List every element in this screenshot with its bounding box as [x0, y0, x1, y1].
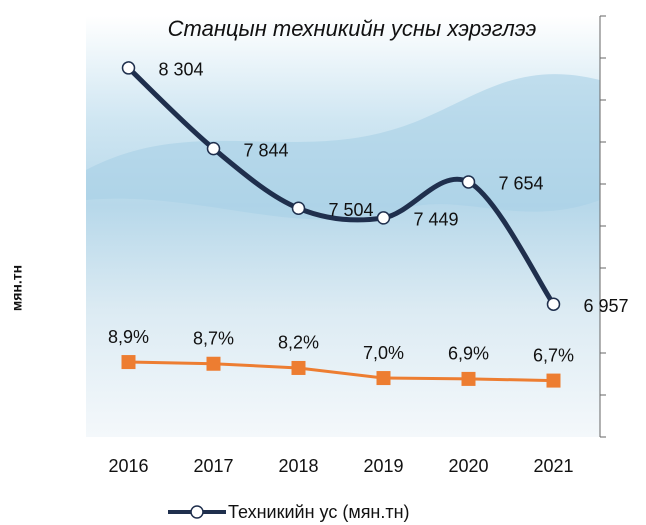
- x-tick-label: 2019: [363, 456, 403, 476]
- point-marker: [548, 298, 560, 310]
- data-label: 6,7%: [533, 345, 574, 365]
- axis-ticks: [600, 16, 606, 437]
- data-label: 6 957: [584, 296, 629, 316]
- point-marker: [292, 361, 306, 375]
- page: Станцын техникийн усны хэрэглээ мян.тн 2…: [0, 0, 646, 525]
- data-label: 7 449: [414, 210, 459, 230]
- point-marker: [547, 374, 561, 388]
- data-label: 8,2%: [278, 333, 319, 353]
- point-marker: [122, 355, 136, 369]
- point-marker: [378, 212, 390, 224]
- point-marker: [293, 202, 305, 214]
- point-marker: [377, 371, 391, 385]
- point-marker: [207, 357, 221, 371]
- data-label: 7 504: [329, 200, 374, 220]
- data-label: 8 304: [159, 60, 204, 80]
- legend-marker: [191, 506, 203, 518]
- chart: Станцын техникийн усны хэрэглээ мян.тн 2…: [0, 0, 646, 525]
- point-marker: [208, 143, 220, 155]
- x-tick-label: 2021: [533, 456, 573, 476]
- data-label: 7 844: [244, 140, 289, 160]
- x-tick-label: 2020: [448, 456, 488, 476]
- data-label: 7 654: [499, 174, 544, 194]
- data-label: 7,0%: [363, 343, 404, 363]
- y-axis-label: мян.тн: [9, 265, 25, 311]
- point-marker: [462, 372, 476, 386]
- point-marker: [123, 62, 135, 74]
- x-tick-label: 2016: [108, 456, 148, 476]
- data-label: 8,7%: [193, 328, 234, 348]
- x-tick-label: 2017: [193, 456, 233, 476]
- x-tick-label: 2018: [278, 456, 318, 476]
- data-label: 8,9%: [108, 327, 149, 347]
- chart-title: Станцын техникийн усны хэрэглээ: [168, 16, 537, 41]
- point-marker: [463, 176, 475, 188]
- legend-label: Техникийн ус (мян.тн): [228, 502, 410, 522]
- data-label: 6,9%: [448, 344, 489, 364]
